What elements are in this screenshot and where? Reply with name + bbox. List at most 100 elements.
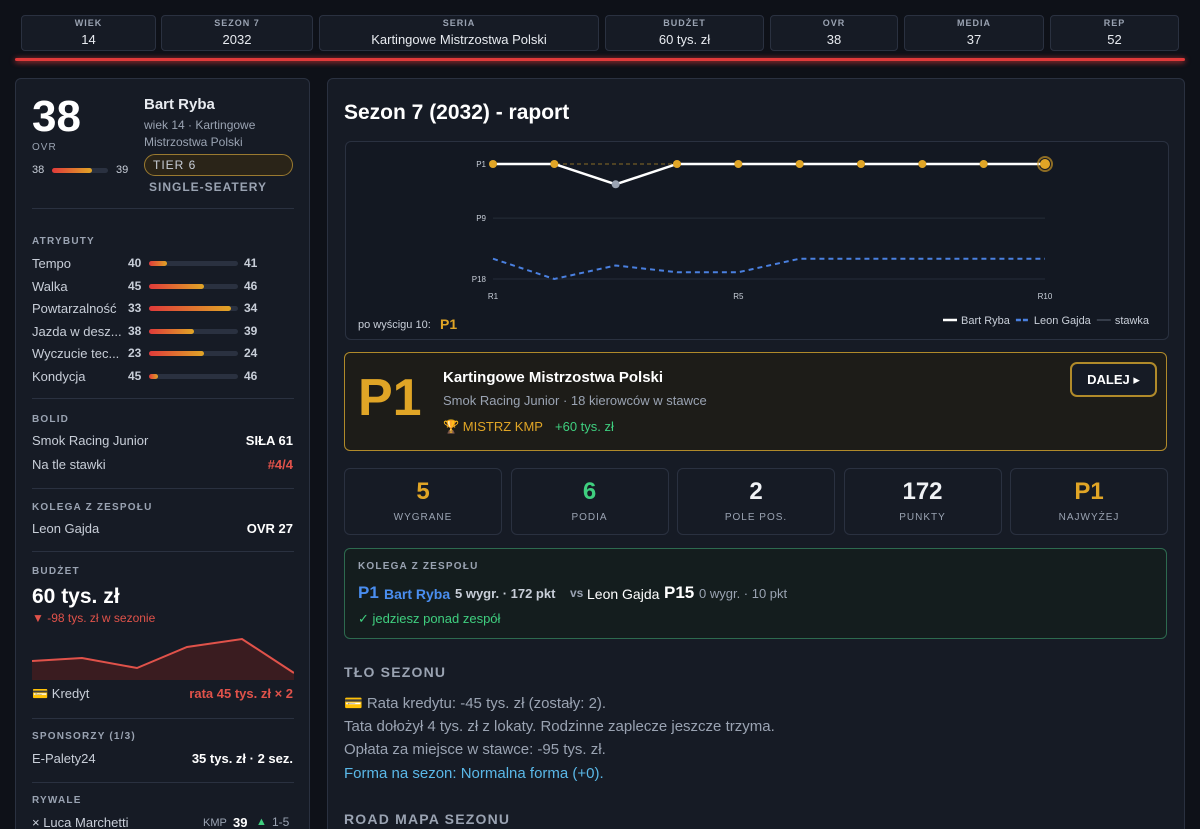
budget-change: ▼ -98 tys. zł w sezonie (32, 611, 156, 625)
point (979, 160, 988, 168)
teammate-driver-pos: P1 (358, 583, 379, 602)
point-ring (1037, 156, 1053, 172)
attribute-next: 34 (244, 301, 258, 316)
legend-label: Bart Ryba (961, 315, 1011, 327)
divider (32, 398, 294, 399)
divider (32, 782, 294, 783)
ovr: 38 (32, 92, 81, 141)
section-title: BOLID (32, 414, 70, 425)
result-position: P1 (358, 369, 422, 427)
point (918, 160, 927, 168)
section-title: TŁO SEZONU (344, 664, 447, 680)
top-stat-label: WIEK (74, 18, 103, 28)
section-title: KOLEGA Z ZESPOŁU (358, 561, 479, 572)
attribute-next: 46 (244, 369, 258, 383)
attribute-fill (149, 351, 204, 357)
top-stat-value: Kartingowe Mistrzostwa Polski (371, 32, 547, 47)
sparkline-line (32, 637, 294, 674)
row-value: SIŁA 61 (245, 433, 293, 448)
attribute-name: Jazda w desz... (32, 323, 122, 339)
rival-name: × Luca Marchetti (32, 815, 129, 829)
series-line (492, 257, 1045, 281)
row-label: Leon Gajda (32, 521, 100, 536)
attribute-name: Walka (32, 278, 68, 294)
top-stat (21, 15, 156, 51)
stat-card (677, 468, 835, 535)
point (795, 160, 804, 168)
teammate-mate-pos: P15 (664, 583, 695, 602)
teammate-driver-stats: 5 wygr. · 172 pkt (455, 586, 556, 601)
attribute-next: 39 (244, 323, 258, 338)
top-stat-label: MEDIA (957, 18, 991, 28)
divider (32, 208, 294, 209)
stat-value: 6 (582, 478, 597, 505)
driver-name: Bart Ryba (144, 96, 215, 113)
result-award: 🏆 MISTRZ KMP (443, 419, 543, 434)
row-value: 35 tys. zł · 2 sez. (191, 751, 293, 766)
row-value: #4/4 (267, 457, 293, 472)
sparkline-area (32, 639, 294, 680)
background-line: Opłata za miejsce w stawce: -95 tys. zł. (344, 741, 606, 758)
result-series: Kartingowe Mistrzostwa Polski (443, 369, 664, 386)
point (489, 160, 497, 168)
stat-value: P1 (1074, 478, 1104, 505)
attribute-value: 38 (128, 323, 142, 338)
top-stat (1050, 15, 1179, 51)
top-stat-value: 2032 (222, 32, 252, 47)
attribute-value: 33 (128, 301, 142, 316)
top-stat-value: 38 (826, 32, 842, 47)
teammate-vs: vs (570, 586, 584, 600)
teammate-driver-name: Bart Ryba (384, 586, 451, 602)
attribute-value: 45 (128, 278, 142, 293)
section-title: ATRYBUTY (32, 236, 95, 247)
row-value: OVR 27 (246, 521, 293, 536)
after-race-label: po wyścigu 10: (358, 319, 431, 331)
stat-card (1010, 468, 1168, 535)
top-stat (161, 15, 313, 51)
result-team: Smok Racing Junior · 18 kierowców w staw… (443, 393, 707, 408)
divider (32, 718, 294, 719)
rival-trend: ▲ (256, 816, 267, 828)
stat-value: 5 (416, 478, 430, 505)
stat-label: PODIA (571, 512, 608, 523)
accent-line (15, 58, 1185, 61)
top-stat-value: 14 (81, 32, 96, 47)
stat-label: PUNKTY (899, 512, 946, 523)
attribute-next: 41 (244, 256, 258, 270)
rival-series: KMP (203, 817, 227, 829)
after-race-value: P1 (440, 316, 457, 332)
row-label: E-Palety24 (32, 751, 96, 766)
attribute-fill (149, 374, 158, 379)
row-label: Smok Racing Junior (32, 433, 149, 448)
divider (32, 551, 294, 552)
section-title: RYWALE (32, 795, 82, 806)
attribute-fill (149, 328, 194, 334)
top-stat-value: 37 (966, 32, 982, 47)
x-tick-label: R1 (488, 292, 499, 301)
top-stat-label: SERIA (442, 18, 476, 28)
rival-range: 1-5 (272, 815, 290, 829)
result-prize: +60 tys. zł (555, 419, 614, 434)
background-line: Tata dołożył 4 tys. zł z lokaty. Rodzinn… (344, 717, 775, 735)
driver-subtitle: wiek 14 · Kartingowe Mistrzostwa Polski (144, 118, 256, 149)
y-tick-label: P18 (472, 275, 487, 284)
row-label: 💳 Kredyt (32, 686, 90, 701)
x-tick-label: R5 (733, 292, 744, 301)
rival-ovr: 39 (233, 815, 248, 829)
top-stat (319, 15, 599, 51)
top-stat (904, 15, 1044, 51)
row-label: Na tle stawki (32, 457, 106, 472)
attribute-fill (149, 283, 204, 289)
stat-value: 172 (902, 478, 943, 505)
attribute-name: Tempo (32, 256, 72, 271)
background-line: Forma na sezon: Normalna forma (+0). (344, 764, 604, 782)
top-stat (770, 15, 898, 51)
legend-label: stawka (1115, 315, 1150, 327)
teammate-verdict: ✓ jedziesz ponad zespół (358, 611, 501, 626)
point (857, 160, 865, 168)
next-button[interactable]: DALEJ ▸ (1070, 362, 1157, 397)
section-title: ROAD MAPA SEZONU (344, 811, 511, 827)
point (1040, 159, 1050, 169)
budget-amount: 60 tys. zł (32, 585, 120, 608)
